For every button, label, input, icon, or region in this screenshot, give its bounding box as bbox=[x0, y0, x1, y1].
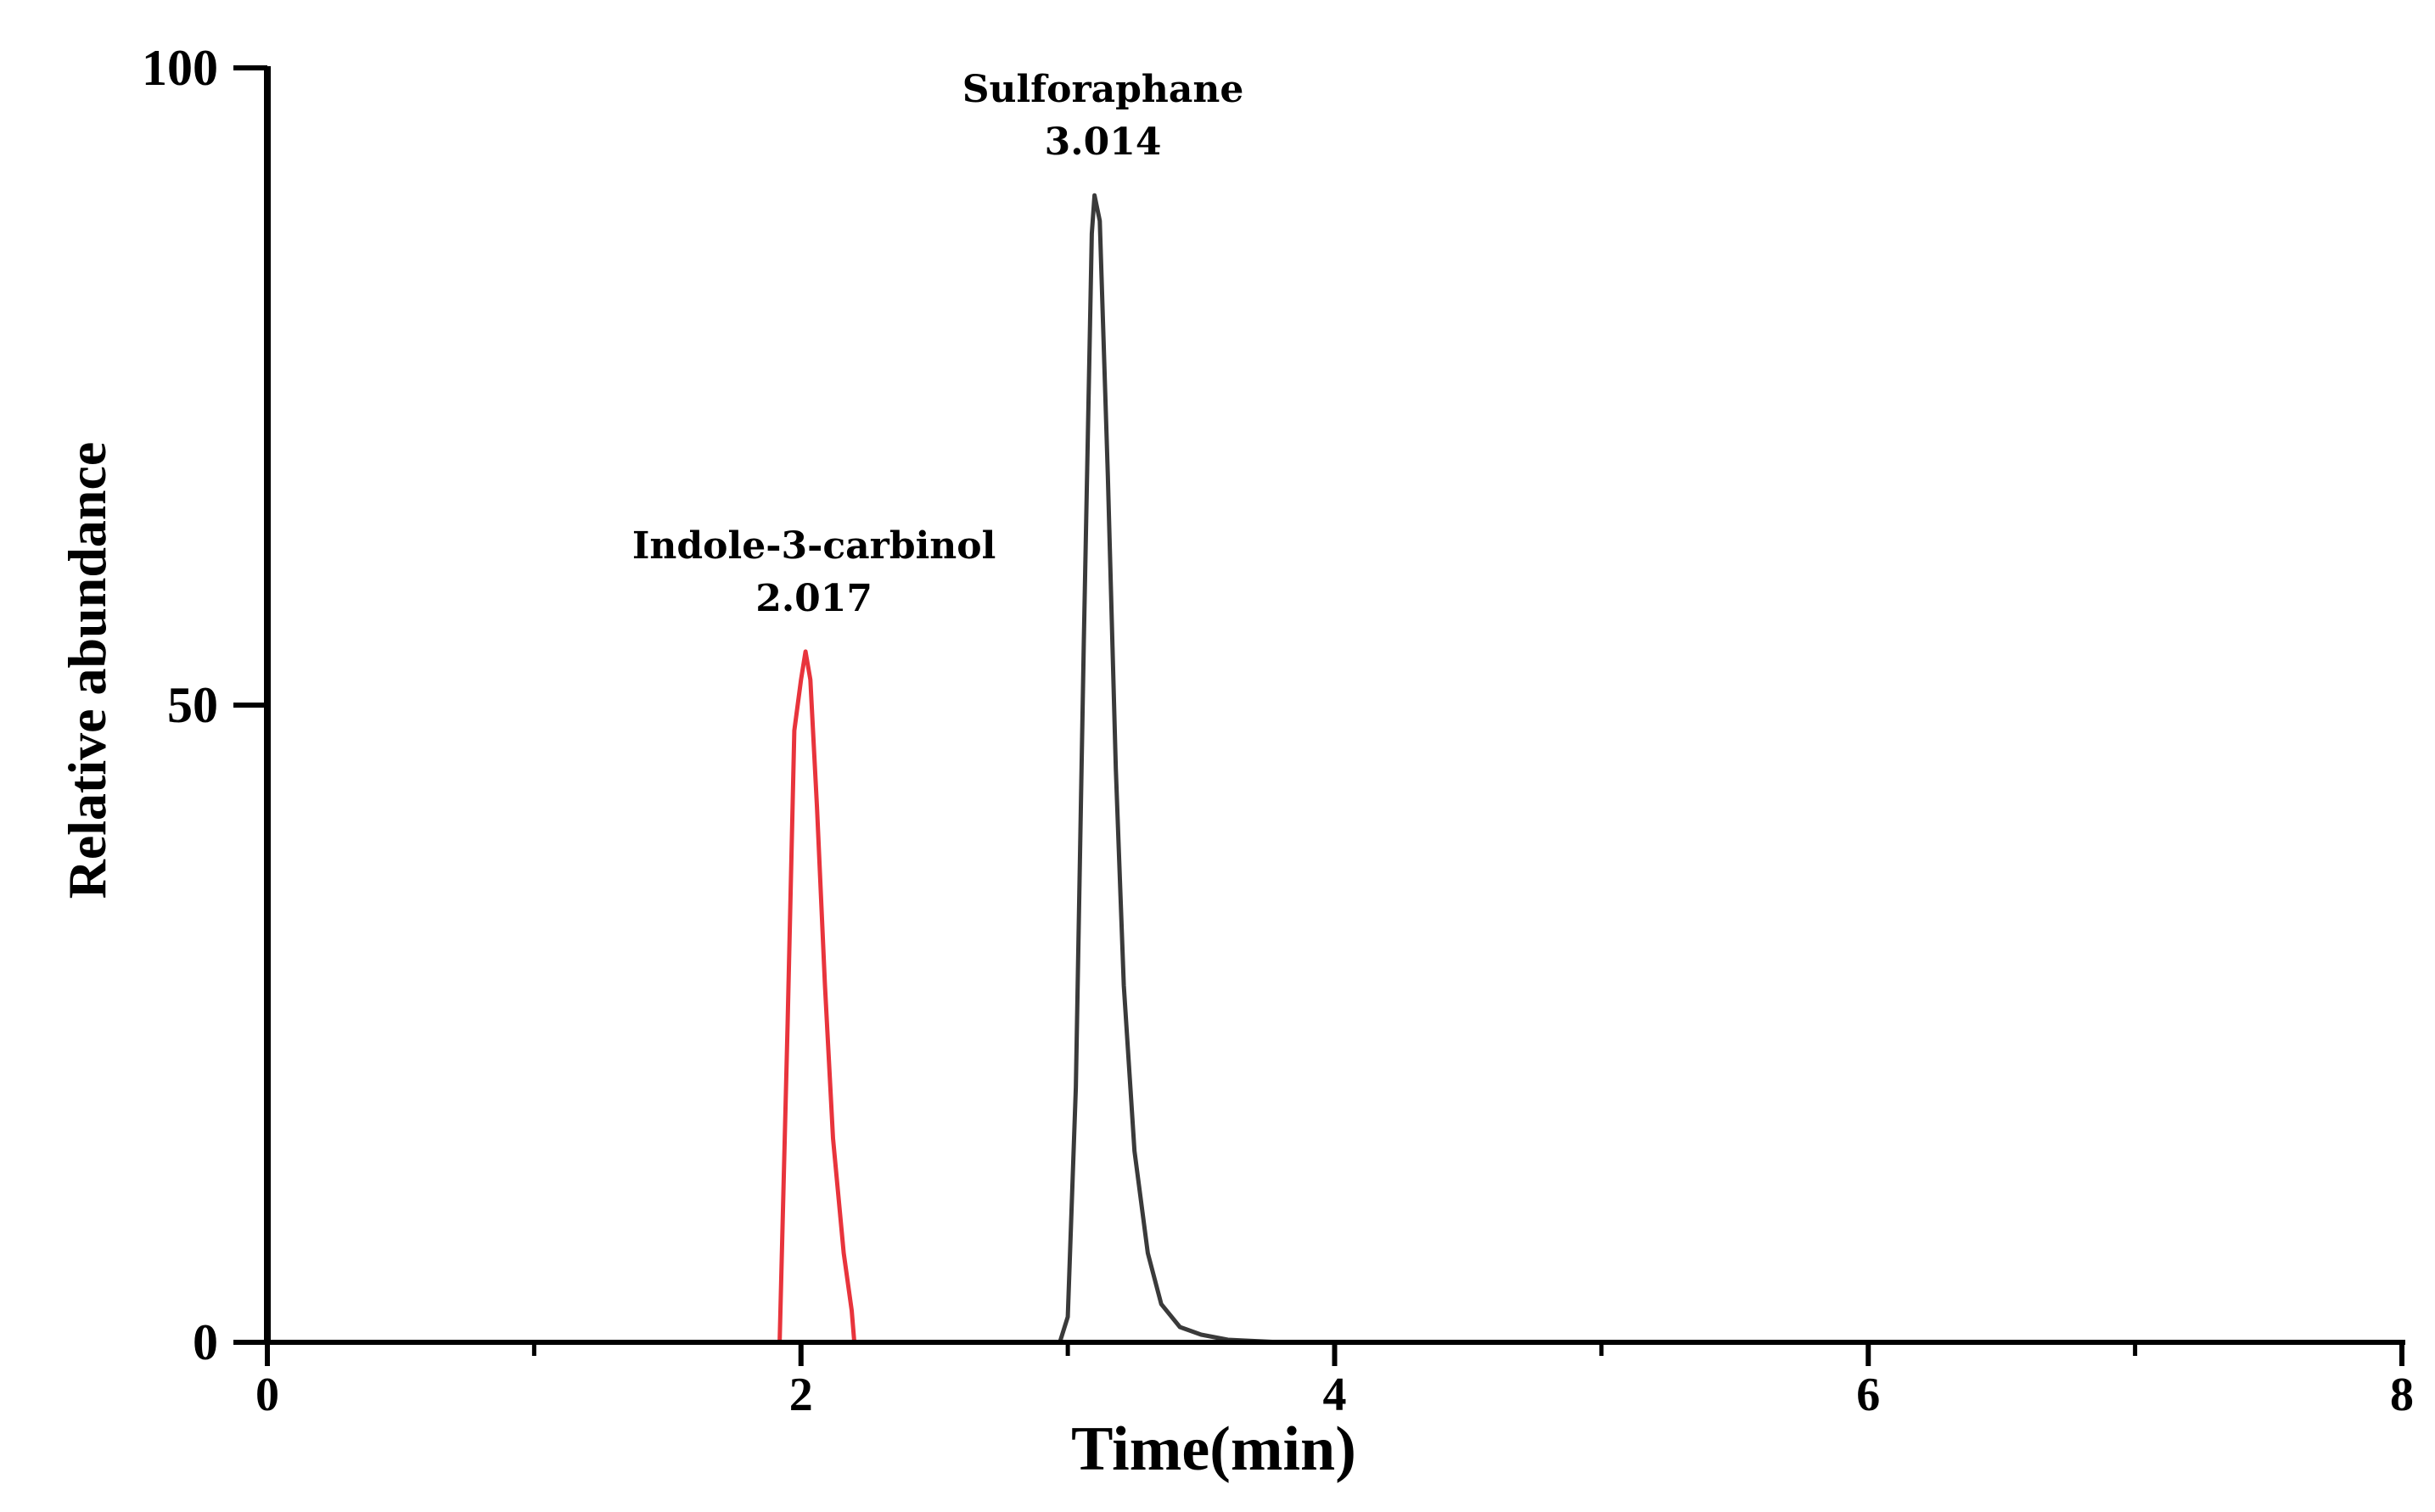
x-tick-label-2: 2 bbox=[789, 1369, 813, 1421]
y-tick-label-50: 50 bbox=[167, 677, 218, 733]
peak-name-label-0: Indole-3-carbinol bbox=[632, 524, 996, 568]
y-tick-label-100: 100 bbox=[142, 40, 218, 96]
x-axis-title: Time(min) bbox=[1071, 1414, 1356, 1484]
peak-name-label-1: Sulforaphane bbox=[962, 68, 1244, 111]
series-layer bbox=[265, 193, 2404, 1345]
peak-rt-label-0: 2.017 bbox=[755, 577, 872, 620]
series-line-0 bbox=[265, 649, 2404, 1345]
y-axis-title: Relative abundance bbox=[57, 442, 117, 899]
peak-rt-label-1: 3.014 bbox=[1045, 120, 1162, 164]
labels-layer: Indole-3-carbinol 2.017 Sulforaphane 3.014 bbox=[632, 68, 1244, 620]
series-line-1 bbox=[265, 193, 2404, 1345]
axes-layer bbox=[264, 66, 2405, 1345]
y-tick-label-0: 0 bbox=[193, 1314, 218, 1370]
ticks-layer: 0 2 4 6 8 0 50 100 bbox=[142, 40, 2414, 1421]
x-tick-label-0: 0 bbox=[255, 1369, 279, 1421]
x-tick-label-4: 4 bbox=[1323, 1369, 1347, 1421]
x-tick-label-8: 8 bbox=[2390, 1369, 2414, 1421]
x-tick-label-6: 6 bbox=[1856, 1369, 1880, 1421]
